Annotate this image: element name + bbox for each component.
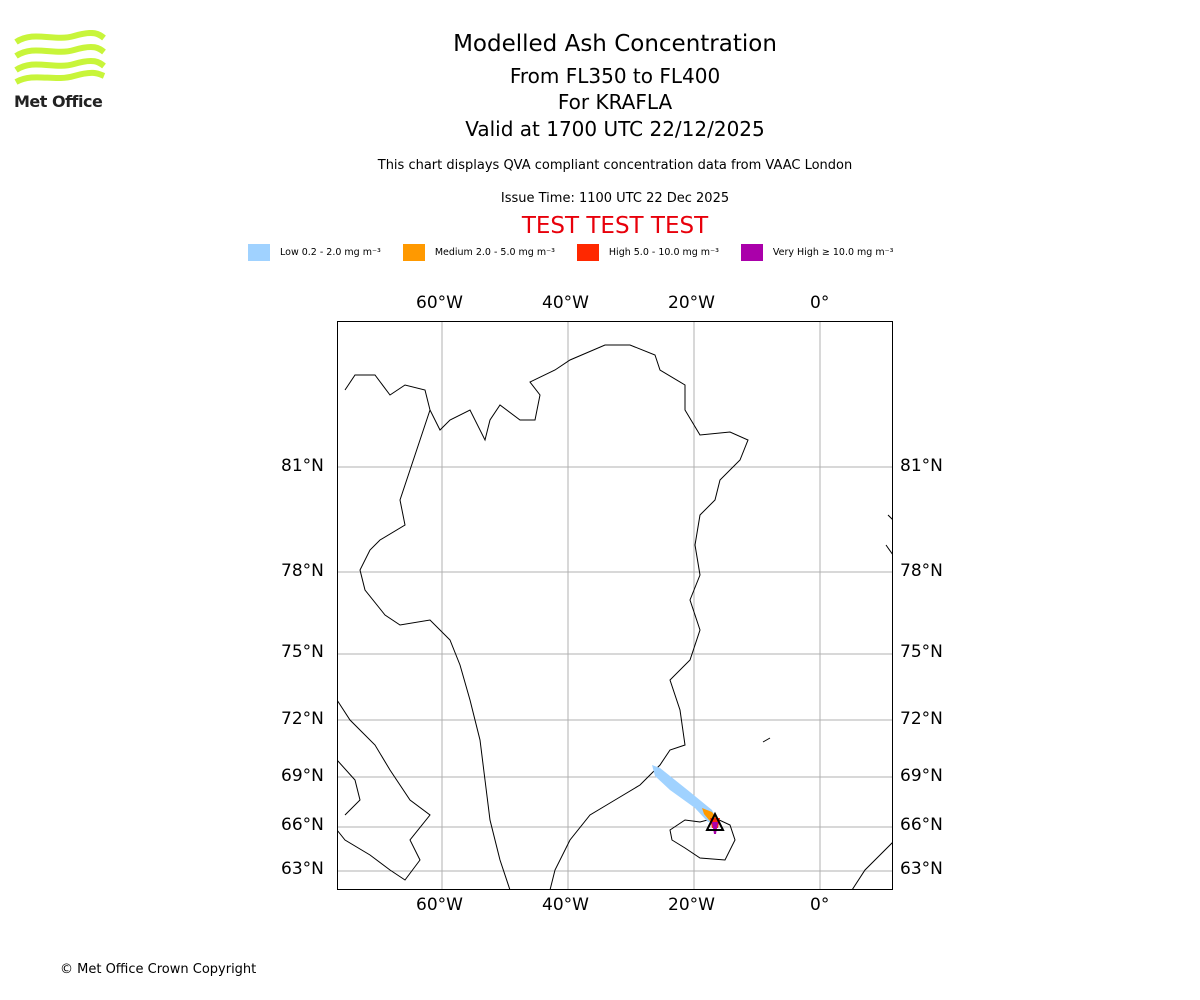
logo-text: Met Office <box>14 92 103 111</box>
lat-tick-left: 78°N <box>281 561 324 581</box>
lat-tick-left: 75°N <box>281 642 324 662</box>
volcano-name: For KRAFLA <box>557 90 673 114</box>
legend-swatch <box>402 244 425 261</box>
lon-tick-bottom: 40°W <box>542 895 589 915</box>
test-banner: TEST TEST TEST <box>521 213 709 239</box>
lat-tick-right: 72°N <box>900 709 943 729</box>
lat-tick-left: 72°N <box>281 709 324 729</box>
legend-label: Low 0.2 - 2.0 mg m⁻³ <box>280 247 381 258</box>
canada-coast <box>337 699 431 881</box>
valid-time: Valid at 1700 UTC 22/12/2025 <box>465 117 765 141</box>
met-office-logo <box>14 30 106 85</box>
subtitle: This chart displays QVA compliant concen… <box>377 158 853 173</box>
lat-tick-left: 63°N <box>281 859 324 879</box>
lon-tick-top: 20°W <box>668 293 715 313</box>
copyright: © Met Office Crown Copyright <box>60 962 257 977</box>
lat-tick-right: 78°N <box>900 561 943 581</box>
legend-swatch <box>248 244 270 261</box>
ash-low <box>652 765 718 822</box>
norway-coast <box>851 841 893 890</box>
graticule <box>337 321 893 890</box>
lat-tick-left: 81°N <box>281 456 324 476</box>
legend-item-medium: Medium 2.0 - 5.0 mg m⁻³ <box>402 244 555 261</box>
greenland-coast <box>344 344 749 890</box>
lat-tick-right: 66°N <box>900 815 943 835</box>
legend-item-very-high: Very High ≥ 10.0 mg m⁻³ <box>740 244 894 261</box>
lat-tick-left: 69°N <box>281 766 324 786</box>
chart-title: Modelled Ash Concentration <box>453 31 777 57</box>
issue-time: Issue Time: 1100 UTC 22 Dec 2025 <box>500 191 730 206</box>
lat-tick-right: 81°N <box>900 456 943 476</box>
lon-tick-bottom: 60°W <box>416 895 463 915</box>
legend-swatch <box>740 244 763 261</box>
jan-mayen <box>762 737 771 743</box>
ash-plume <box>652 765 725 834</box>
flight-levels: From FL350 to FL400 <box>509 64 721 88</box>
legend: Low 0.2 - 2.0 mg m⁻³ Medium 2.0 - 5.0 mg… <box>248 244 915 261</box>
legend-label: High 5.0 - 10.0 mg m⁻³ <box>608 247 719 258</box>
lon-tick-bottom: 0° <box>810 895 830 915</box>
lat-tick-left: 66°N <box>281 815 324 835</box>
legend-label: Very High ≥ 10.0 mg m⁻³ <box>772 247 894 258</box>
lat-tick-right: 75°N <box>900 642 943 662</box>
legend-swatch <box>576 244 599 261</box>
lon-tick-top: 60°W <box>416 293 463 313</box>
lon-tick-bottom: 20°W <box>668 895 715 915</box>
lon-tick-top: 0° <box>810 293 830 313</box>
iceland-coast <box>669 817 736 861</box>
svalbard-coast <box>885 514 893 556</box>
legend-label: Medium 2.0 - 5.0 mg m⁻³ <box>434 247 555 258</box>
lat-tick-right: 69°N <box>900 766 943 786</box>
coastlines <box>337 344 893 890</box>
map-frame <box>337 321 893 890</box>
lat-tick-right: 63°N <box>900 859 943 879</box>
lon-tick-top: 40°W <box>542 293 589 313</box>
volcano-marker-icon <box>705 811 725 831</box>
legend-item-high: High 5.0 - 10.0 mg m⁻³ <box>576 244 719 261</box>
legend-item-low: Low 0.2 - 2.0 mg m⁻³ <box>248 244 381 261</box>
map-panel[interactable] <box>337 321 893 890</box>
